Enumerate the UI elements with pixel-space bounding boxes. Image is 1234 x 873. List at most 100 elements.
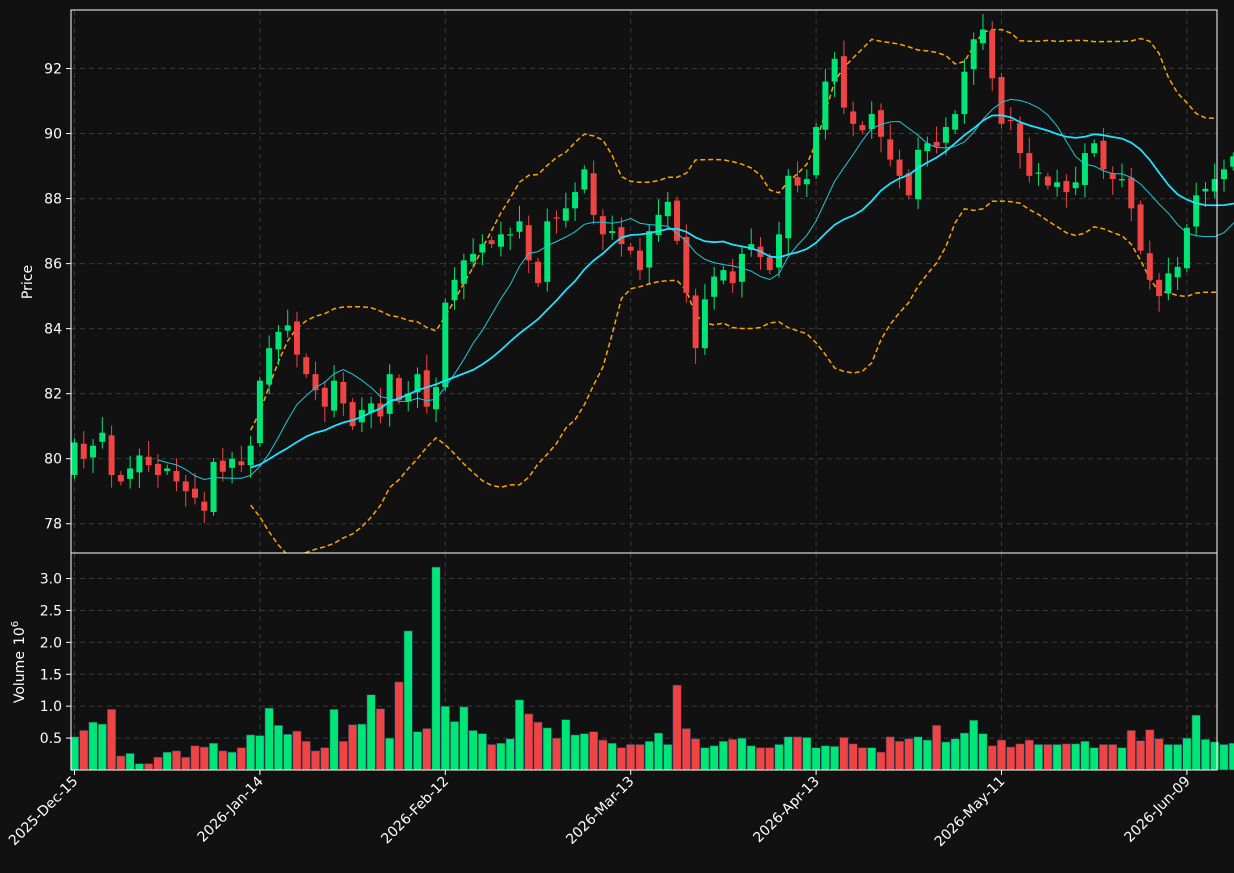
candle-body [1109, 173, 1116, 180]
volume-bar [700, 747, 710, 771]
candle-body [210, 461, 217, 513]
candle-body [405, 393, 412, 402]
volume-bar [524, 713, 534, 771]
volume-bar [635, 744, 645, 771]
candle-body [460, 260, 467, 284]
candle-body [247, 445, 254, 466]
candle-body [544, 221, 551, 282]
volume-bar [728, 739, 738, 771]
candle-body [850, 111, 857, 124]
candle-body [766, 257, 773, 271]
volume-bar [440, 705, 450, 771]
volume-bar [1024, 739, 1034, 771]
volume-bar [1163, 744, 1173, 771]
candle-body [497, 234, 504, 247]
candle-body [1026, 153, 1033, 176]
candle-body [395, 378, 402, 401]
volume-bar [255, 735, 265, 771]
volume-bar [1043, 744, 1053, 771]
price-tick-label: 78 [44, 517, 62, 533]
volume-bar [922, 739, 932, 771]
candle-body [1044, 176, 1051, 186]
candle-body [117, 474, 124, 482]
candle-body [970, 39, 977, 70]
candle-body [386, 374, 393, 414]
candle-body [776, 234, 783, 268]
volume-bar [644, 740, 654, 771]
candle-body [377, 403, 384, 417]
volume-bar [579, 733, 589, 771]
volume-bar [1006, 746, 1016, 771]
volume-bar [1145, 729, 1155, 771]
candle-body [989, 30, 996, 79]
volume-bar [505, 738, 515, 771]
volume-tick-label: 1.5 [40, 667, 62, 683]
candle-body [590, 173, 597, 215]
candle-body [201, 501, 208, 511]
volume-bar [514, 699, 524, 771]
upper-band-line [249, 28, 1217, 431]
volume-bar [357, 723, 367, 771]
volume-bar [1080, 740, 1090, 771]
volume-bar [338, 740, 348, 771]
candle-body [507, 234, 514, 236]
volume-bar [848, 743, 858, 771]
moving-averages [157, 98, 1234, 481]
volume-bar [774, 744, 784, 771]
candle-body [877, 110, 884, 137]
volume-bar [450, 721, 460, 771]
volume-bar [1108, 744, 1118, 771]
candle-body [525, 225, 532, 261]
volume-bar [932, 725, 942, 771]
volume-bar [663, 744, 673, 771]
volume-bar [1098, 744, 1108, 771]
volume-bar [468, 730, 478, 771]
volume-bar [496, 742, 506, 771]
volume-bar [107, 709, 117, 771]
candle-body [1063, 181, 1070, 193]
volume-bar [996, 739, 1006, 771]
candle-body [729, 271, 736, 284]
candle-body [1156, 279, 1163, 297]
candle-body [266, 348, 273, 385]
candle-body [219, 460, 226, 472]
volume-axis-exponent-base: 10 [12, 627, 28, 645]
candle-body [933, 142, 940, 147]
candle-body [312, 374, 319, 391]
volume-bar [144, 763, 154, 771]
volume-bar [885, 736, 895, 771]
candle-body [284, 325, 291, 331]
fast-moving-average-line [157, 98, 1234, 481]
candle-body [1054, 182, 1061, 187]
candle-body [535, 261, 541, 284]
volume-bar [97, 723, 107, 771]
volume-bar [366, 694, 376, 771]
volume-bar [691, 738, 701, 771]
volume-bar [969, 719, 979, 771]
volume-bar [199, 746, 209, 771]
candle-body [1202, 188, 1209, 192]
volume-bar [783, 736, 793, 771]
candle-body [664, 201, 671, 217]
candle-body [154, 463, 161, 475]
volume-bar [552, 737, 562, 771]
volume-bar [839, 737, 849, 771]
volume-bar [811, 747, 821, 771]
candle-body [794, 177, 801, 186]
candle-body [1183, 227, 1190, 269]
volume-bar [950, 738, 960, 771]
volume-bar [1071, 743, 1081, 771]
candle-body [599, 216, 606, 235]
volume-bar [125, 753, 135, 771]
candle-body [711, 276, 718, 297]
volume-bar [1136, 740, 1146, 771]
volume-bar [487, 744, 497, 771]
volume-bar [876, 751, 886, 771]
volume-tick-label: 2.0 [40, 635, 62, 651]
volume-bar [959, 732, 969, 771]
candle-body [1220, 169, 1227, 180]
volume-bar [1117, 747, 1127, 771]
volume-bar [153, 756, 163, 771]
volume-bar [70, 736, 80, 771]
